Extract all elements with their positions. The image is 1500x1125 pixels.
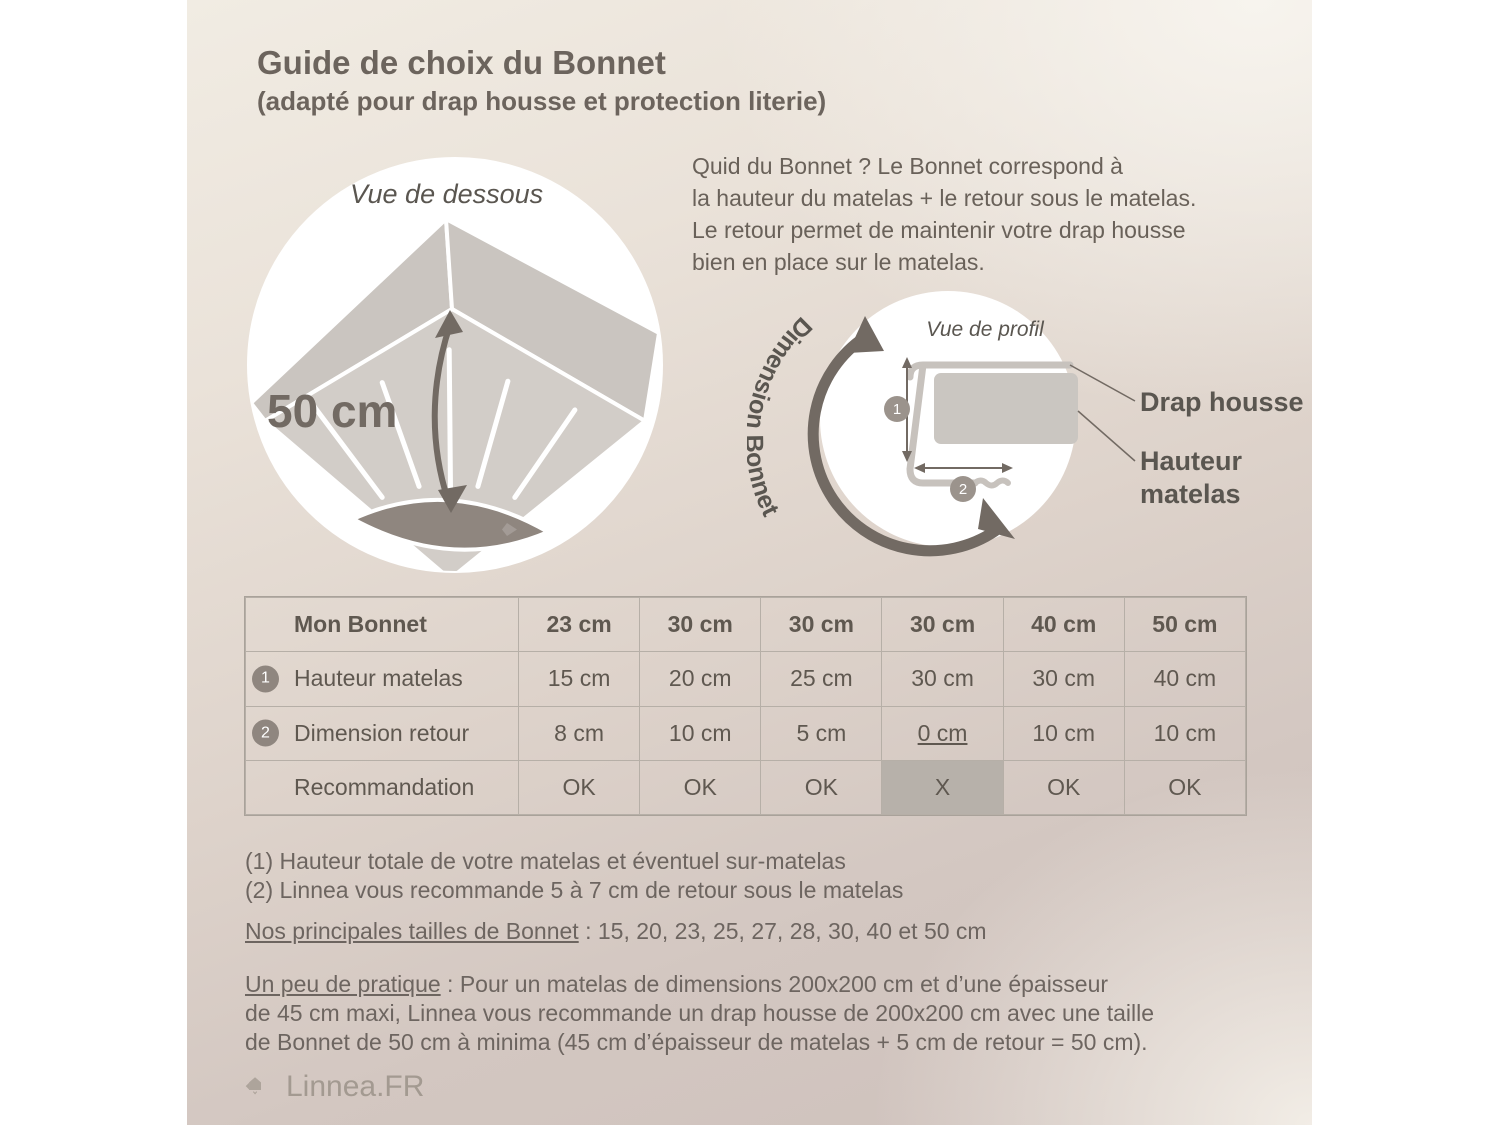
svg-text:Vue de profil: Vue de profil xyxy=(926,318,1045,341)
svg-text:Dimension Bonnet: Dimension Bonnet xyxy=(747,312,817,522)
svg-text:50 cm: 50 cm xyxy=(267,385,397,437)
svg-text:Hauteur: Hauteur xyxy=(1140,446,1243,476)
svg-text:2: 2 xyxy=(959,481,967,498)
svg-text:1: 1 xyxy=(893,401,901,418)
svg-text:matelas: matelas xyxy=(1140,479,1241,509)
svg-text:Drap housse: Drap housse xyxy=(1140,387,1304,417)
svg-text:Vue de dessous: Vue de dessous xyxy=(350,179,543,209)
